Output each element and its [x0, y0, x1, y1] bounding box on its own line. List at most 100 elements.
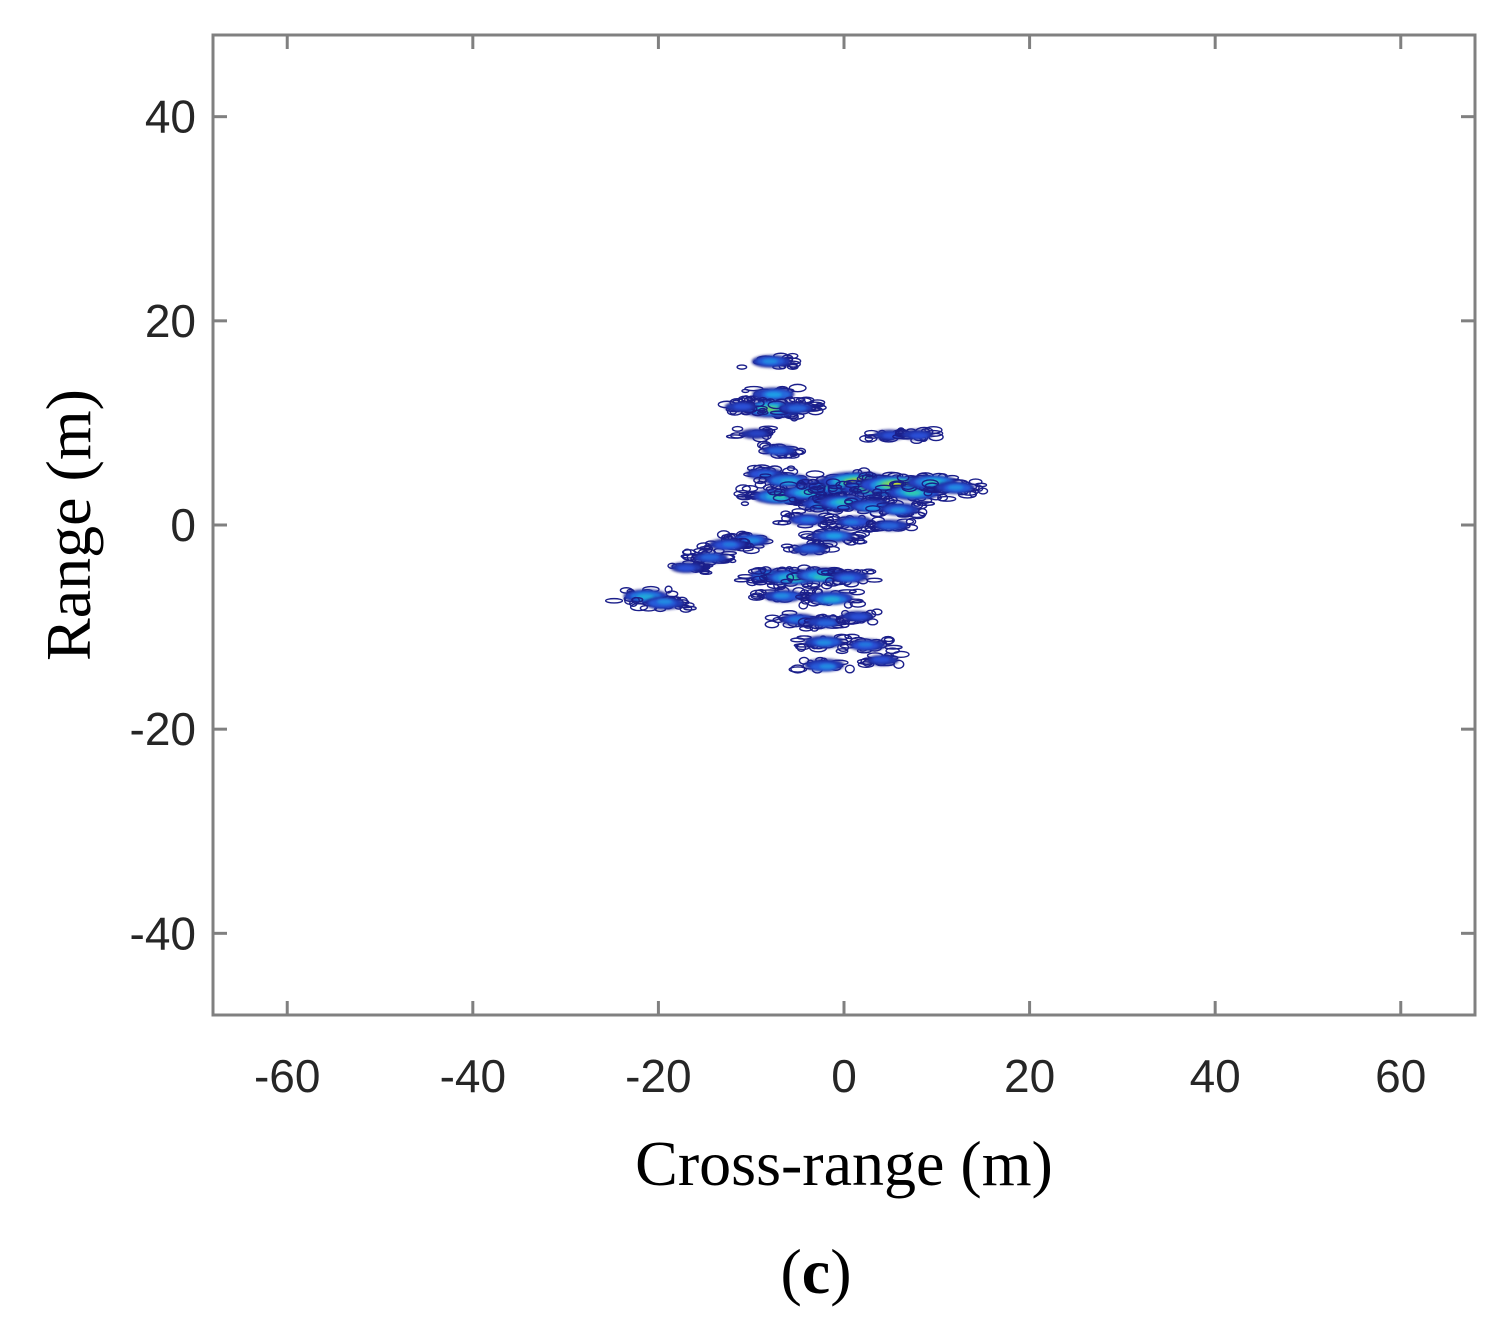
contour-speck	[683, 605, 697, 611]
contour-speck	[896, 473, 910, 482]
contour-speck	[866, 577, 883, 583]
intensity-level	[733, 403, 752, 410]
x-tick-label: -20	[625, 1050, 691, 1102]
scatterer	[629, 595, 697, 613]
intensity-level	[826, 533, 843, 539]
panel-letter: c	[802, 1236, 830, 1307]
contour-speck	[893, 659, 905, 670]
contour-speck	[835, 648, 849, 655]
intensity-level	[844, 519, 859, 525]
intensity-level	[850, 613, 868, 620]
contour-speck	[937, 493, 949, 502]
scatterer	[865, 500, 936, 520]
contour-speck	[824, 577, 835, 586]
contour-speck	[845, 482, 860, 489]
contour-speck	[809, 504, 827, 513]
scatterer	[692, 537, 760, 555]
contour-speck	[742, 546, 760, 555]
contour-speck	[825, 478, 841, 487]
contour-speck	[815, 402, 825, 408]
contour-speck	[735, 484, 751, 494]
contour-speck	[801, 582, 821, 589]
intensity-level	[749, 430, 766, 437]
x-tick-label: 40	[1190, 1050, 1241, 1102]
plot-area	[211, 33, 1477, 1017]
contour-speck	[604, 597, 624, 604]
contour-speck	[824, 516, 835, 524]
contour-speck	[759, 566, 772, 575]
contour-speck	[737, 494, 753, 501]
scatterer	[725, 425, 779, 443]
intensity-level	[789, 616, 804, 622]
contour-speck	[788, 496, 797, 503]
contour-speck	[728, 558, 737, 564]
x-axis-ticks: -60 -40 -20 0 20 40 60	[254, 35, 1426, 1102]
y-axis-ticks: -40 -20 0 20 40	[130, 91, 1475, 959]
scatterer	[795, 588, 867, 610]
scatterer	[756, 440, 807, 459]
contour-speck	[871, 608, 883, 616]
contour-speck	[733, 577, 749, 583]
intensity-level	[858, 642, 873, 647]
contour-speck	[864, 523, 876, 533]
y-tick-label: 20	[145, 295, 196, 347]
contour-speck	[892, 650, 910, 659]
scatterer	[667, 560, 714, 575]
scatterer	[892, 425, 944, 444]
contour-speck	[807, 478, 820, 486]
contour-speck	[681, 549, 697, 556]
x-tick-label: 20	[1004, 1050, 1055, 1102]
contour-speck	[788, 383, 807, 393]
contour-speck	[731, 425, 744, 432]
contour-speck	[867, 618, 879, 626]
contour-speck	[758, 425, 779, 431]
intensity-level	[722, 541, 737, 547]
contour-speck	[741, 388, 750, 394]
x-tick-label: -60	[254, 1050, 320, 1102]
contour-speck	[780, 543, 794, 549]
contour-speck	[631, 596, 644, 603]
scatterer	[717, 397, 769, 417]
contour-speck	[866, 569, 875, 575]
contour-speck	[808, 482, 826, 491]
y-tick-label: -20	[130, 703, 196, 755]
intensity-level	[823, 596, 841, 603]
contour-speck	[835, 617, 845, 623]
heatmap-scatterers	[604, 352, 989, 674]
contour-speck	[884, 644, 903, 650]
y-axis-label: Range (m)	[33, 389, 104, 661]
intensity-level	[700, 554, 720, 561]
intensity-level	[872, 656, 890, 663]
contour-speck	[777, 520, 789, 526]
x-tick-label: 0	[831, 1050, 857, 1102]
intensity-level	[788, 405, 807, 412]
scatterer	[835, 635, 903, 655]
intensity-level	[656, 599, 673, 605]
contour-speck	[780, 578, 793, 585]
intensity-level	[840, 575, 855, 581]
y-tick-label: 40	[145, 91, 196, 143]
scatterer	[921, 478, 989, 499]
intensity-level	[774, 593, 790, 599]
scatterer	[736, 352, 802, 370]
intensity-level	[819, 663, 835, 669]
scatterer	[790, 633, 860, 653]
intensity-level	[800, 545, 820, 552]
contour-speck	[849, 599, 867, 608]
contour-speck	[764, 620, 780, 629]
contour-speck	[664, 585, 673, 594]
scatterer	[835, 608, 883, 626]
scatterer	[788, 656, 855, 674]
contour-speck	[883, 636, 894, 643]
contour-speck	[798, 600, 809, 610]
intensity-level	[890, 507, 907, 513]
x-tick-label: -40	[440, 1050, 506, 1102]
contour-speck	[844, 664, 855, 674]
x-axis-label: Cross-range (m)	[635, 1128, 1053, 1199]
scatterer	[820, 514, 886, 531]
contour-speck	[629, 602, 649, 612]
intensity-level	[947, 484, 964, 490]
y-tick-label: -40	[130, 907, 196, 959]
scatterer	[816, 567, 883, 586]
